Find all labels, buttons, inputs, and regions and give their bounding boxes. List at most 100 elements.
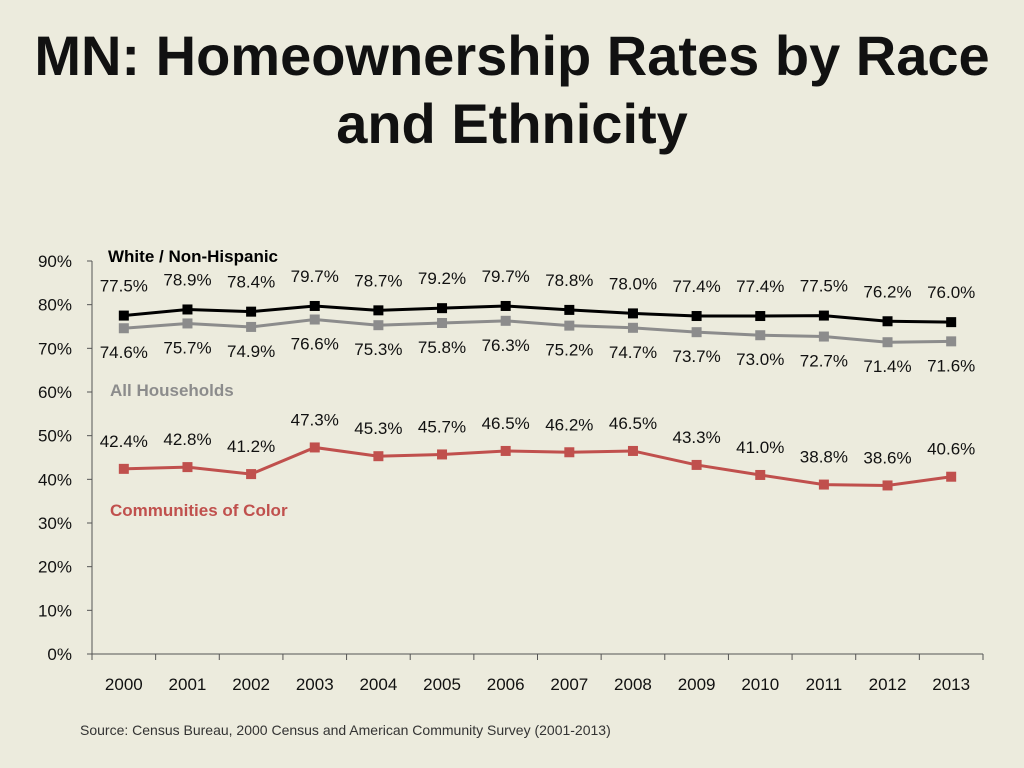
y-tick-label: 50% (38, 427, 72, 446)
data-label: 43.3% (673, 428, 721, 447)
data-label: 45.3% (354, 419, 402, 438)
data-point (627, 308, 638, 319)
data-label: 46.2% (545, 415, 593, 434)
data-label: 74.7% (609, 343, 657, 362)
series-line-0 (123, 304, 952, 324)
data-point (946, 336, 957, 347)
source-note: Source: Census Bureau, 2000 Census and A… (80, 722, 611, 738)
data-point (373, 320, 384, 331)
data-label: 76.3% (482, 336, 530, 355)
data-point (246, 306, 257, 317)
y-tick-label: 0% (47, 645, 72, 664)
data-point (755, 469, 766, 480)
page-title: MN: Homeownership Rates by Race and Ethn… (0, 22, 1024, 158)
data-point (373, 305, 384, 316)
data-point (309, 314, 320, 325)
data-label: 75.7% (163, 338, 211, 357)
data-label: 78.8% (545, 271, 593, 290)
data-point (118, 463, 129, 474)
data-label: 74.6% (100, 343, 148, 362)
data-point (246, 469, 257, 480)
x-tick-label: 2005 (423, 675, 461, 694)
data-label: 77.5% (800, 277, 848, 296)
x-tick-label: 2008 (614, 675, 652, 694)
data-point (946, 317, 957, 328)
y-tick-label: 20% (38, 558, 72, 577)
data-point (691, 459, 702, 470)
data-label: 38.6% (863, 448, 911, 467)
data-label: 41.2% (227, 437, 275, 456)
x-tick-label: 2010 (741, 675, 779, 694)
data-point (309, 442, 320, 453)
data-point (882, 480, 893, 491)
data-point (182, 318, 193, 329)
data-point (373, 451, 384, 462)
data-point (309, 300, 320, 311)
data-label: 75.2% (545, 341, 593, 360)
data-point (818, 310, 829, 321)
data-label: 47.3% (291, 410, 339, 429)
data-point (118, 323, 129, 334)
data-point (500, 315, 511, 326)
data-point (182, 304, 193, 315)
data-point (691, 311, 702, 322)
y-tick-label: 90% (38, 252, 72, 271)
data-point (437, 303, 448, 314)
x-tick-label: 2013 (932, 675, 970, 694)
data-label: 79.7% (482, 267, 530, 286)
series-line-2 (123, 445, 952, 487)
series-line-1 (123, 318, 952, 344)
x-tick-label: 2009 (678, 675, 716, 694)
data-point (500, 300, 511, 311)
data-label: 76.2% (863, 282, 911, 301)
data-label: 77.4% (673, 277, 721, 296)
data-label: 41.0% (736, 438, 784, 457)
data-point (882, 337, 893, 348)
data-label: 40.6% (927, 440, 975, 459)
x-tick-label: 2000 (105, 675, 143, 694)
data-label: 42.8% (163, 430, 211, 449)
series-name-label: Communities of Color (110, 501, 288, 520)
series-name-label: All Households (110, 381, 234, 400)
data-label: 46.5% (482, 414, 530, 433)
data-label: 78.7% (354, 271, 402, 290)
x-tick-label: 2003 (296, 675, 334, 694)
x-tick-label: 2011 (806, 675, 843, 694)
y-tick-label: 30% (38, 514, 72, 533)
data-point (564, 304, 575, 315)
x-tick-label: 2006 (487, 675, 525, 694)
data-label: 79.7% (291, 267, 339, 286)
data-point (627, 322, 638, 333)
data-label: 71.4% (863, 357, 911, 376)
data-point (564, 320, 575, 331)
data-label: 72.7% (800, 352, 848, 371)
y-tick-label: 10% (38, 601, 72, 620)
data-point (564, 447, 575, 458)
data-point (246, 321, 257, 332)
data-label: 77.5% (100, 277, 148, 296)
data-point (882, 316, 893, 327)
y-tick-label: 40% (38, 470, 72, 489)
y-tick-label: 70% (38, 339, 72, 358)
x-tick-label: 2001 (169, 675, 207, 694)
data-label: 78.9% (163, 270, 211, 289)
data-point (500, 445, 511, 456)
data-label: 73.0% (736, 350, 784, 369)
data-label: 75.8% (418, 338, 466, 357)
data-label: 76.0% (927, 283, 975, 302)
y-tick-label: 60% (38, 383, 72, 402)
data-point (755, 311, 766, 322)
data-label: 73.7% (673, 347, 721, 366)
data-label: 78.0% (609, 274, 657, 293)
data-label: 42.4% (100, 432, 148, 451)
x-tick-label: 2004 (359, 675, 397, 694)
data-point (437, 449, 448, 460)
y-tick-label: 80% (38, 296, 72, 315)
data-point (437, 318, 448, 329)
data-point (818, 331, 829, 342)
title-line-1: MN: Homeownership Rates by Race (34, 24, 990, 87)
data-label: 38.8% (800, 448, 848, 467)
title-line-2: and Ethnicity (336, 92, 688, 155)
data-label: 78.4% (227, 273, 275, 292)
